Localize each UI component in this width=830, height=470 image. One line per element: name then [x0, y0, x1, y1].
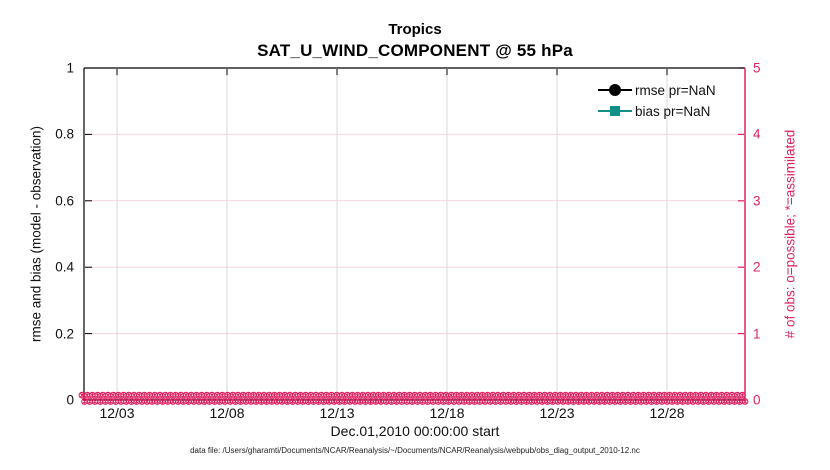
y-gridlines — [85, 133, 744, 335]
left-tick-label: 0.4 — [55, 259, 74, 275]
right-tick-label: 3 — [753, 193, 761, 209]
x-tick-label: 12/03 — [99, 405, 135, 421]
x-tick-label: 12/28 — [649, 405, 685, 421]
left-axis-label: rmse and bias (model - observation) — [28, 125, 44, 343]
plot-title-variable: SAT_U_WIND_COMPONENT @ 55 hPa — [257, 41, 573, 60]
x-tick-label: 12/23 — [539, 405, 575, 421]
left-tick-label: 0.8 — [55, 126, 74, 142]
right-tick-label: 4 — [753, 126, 761, 142]
rmse-line-circle-marker-icon — [598, 80, 632, 100]
left-axis-ticks — [85, 67, 92, 401]
left-tick-label: 0 — [66, 392, 74, 408]
x-axis-label: Dec.01,2010 00:00:00 start — [330, 423, 500, 439]
legend-item-bias: bias pr=NaN — [598, 101, 716, 121]
left-tick-label: 0.2 — [55, 326, 74, 342]
data-file-path: data file: /Users/gharamti/Documents/NCA… — [190, 446, 640, 455]
left-tick-label: 0.6 — [55, 193, 74, 209]
legend-label-rmse: rmse pr=NaN — [635, 82, 716, 98]
right-tick-label: 0 — [753, 392, 761, 408]
right-axis-label: # of obs: o=possible; *=assimilated — [782, 129, 798, 339]
right-tick-label: 2 — [753, 259, 761, 275]
right-tick-label: 5 — [753, 60, 761, 76]
left-tick-label: 1 — [66, 60, 74, 76]
top-axis-ticks — [116, 69, 668, 75]
x-gridlines — [116, 69, 668, 399]
x-tick-label: 12/18 — [429, 405, 465, 421]
right-axis-ticks — [738, 67, 744, 401]
plot-title-region: Tropics — [388, 21, 442, 38]
right-tick-label: 1 — [753, 326, 761, 342]
bias-line-square-marker-icon — [598, 101, 632, 121]
legend-item-rmse: rmse pr=NaN — [598, 80, 716, 100]
x-tick-label: 12/08 — [209, 405, 245, 421]
legend: rmse pr=NaN bias pr=NaN — [598, 80, 716, 121]
legend-label-bias: bias pr=NaN — [635, 103, 711, 119]
x-tick-label: 12/13 — [319, 405, 355, 421]
obs-count-marker-band — [78, 391, 749, 405]
